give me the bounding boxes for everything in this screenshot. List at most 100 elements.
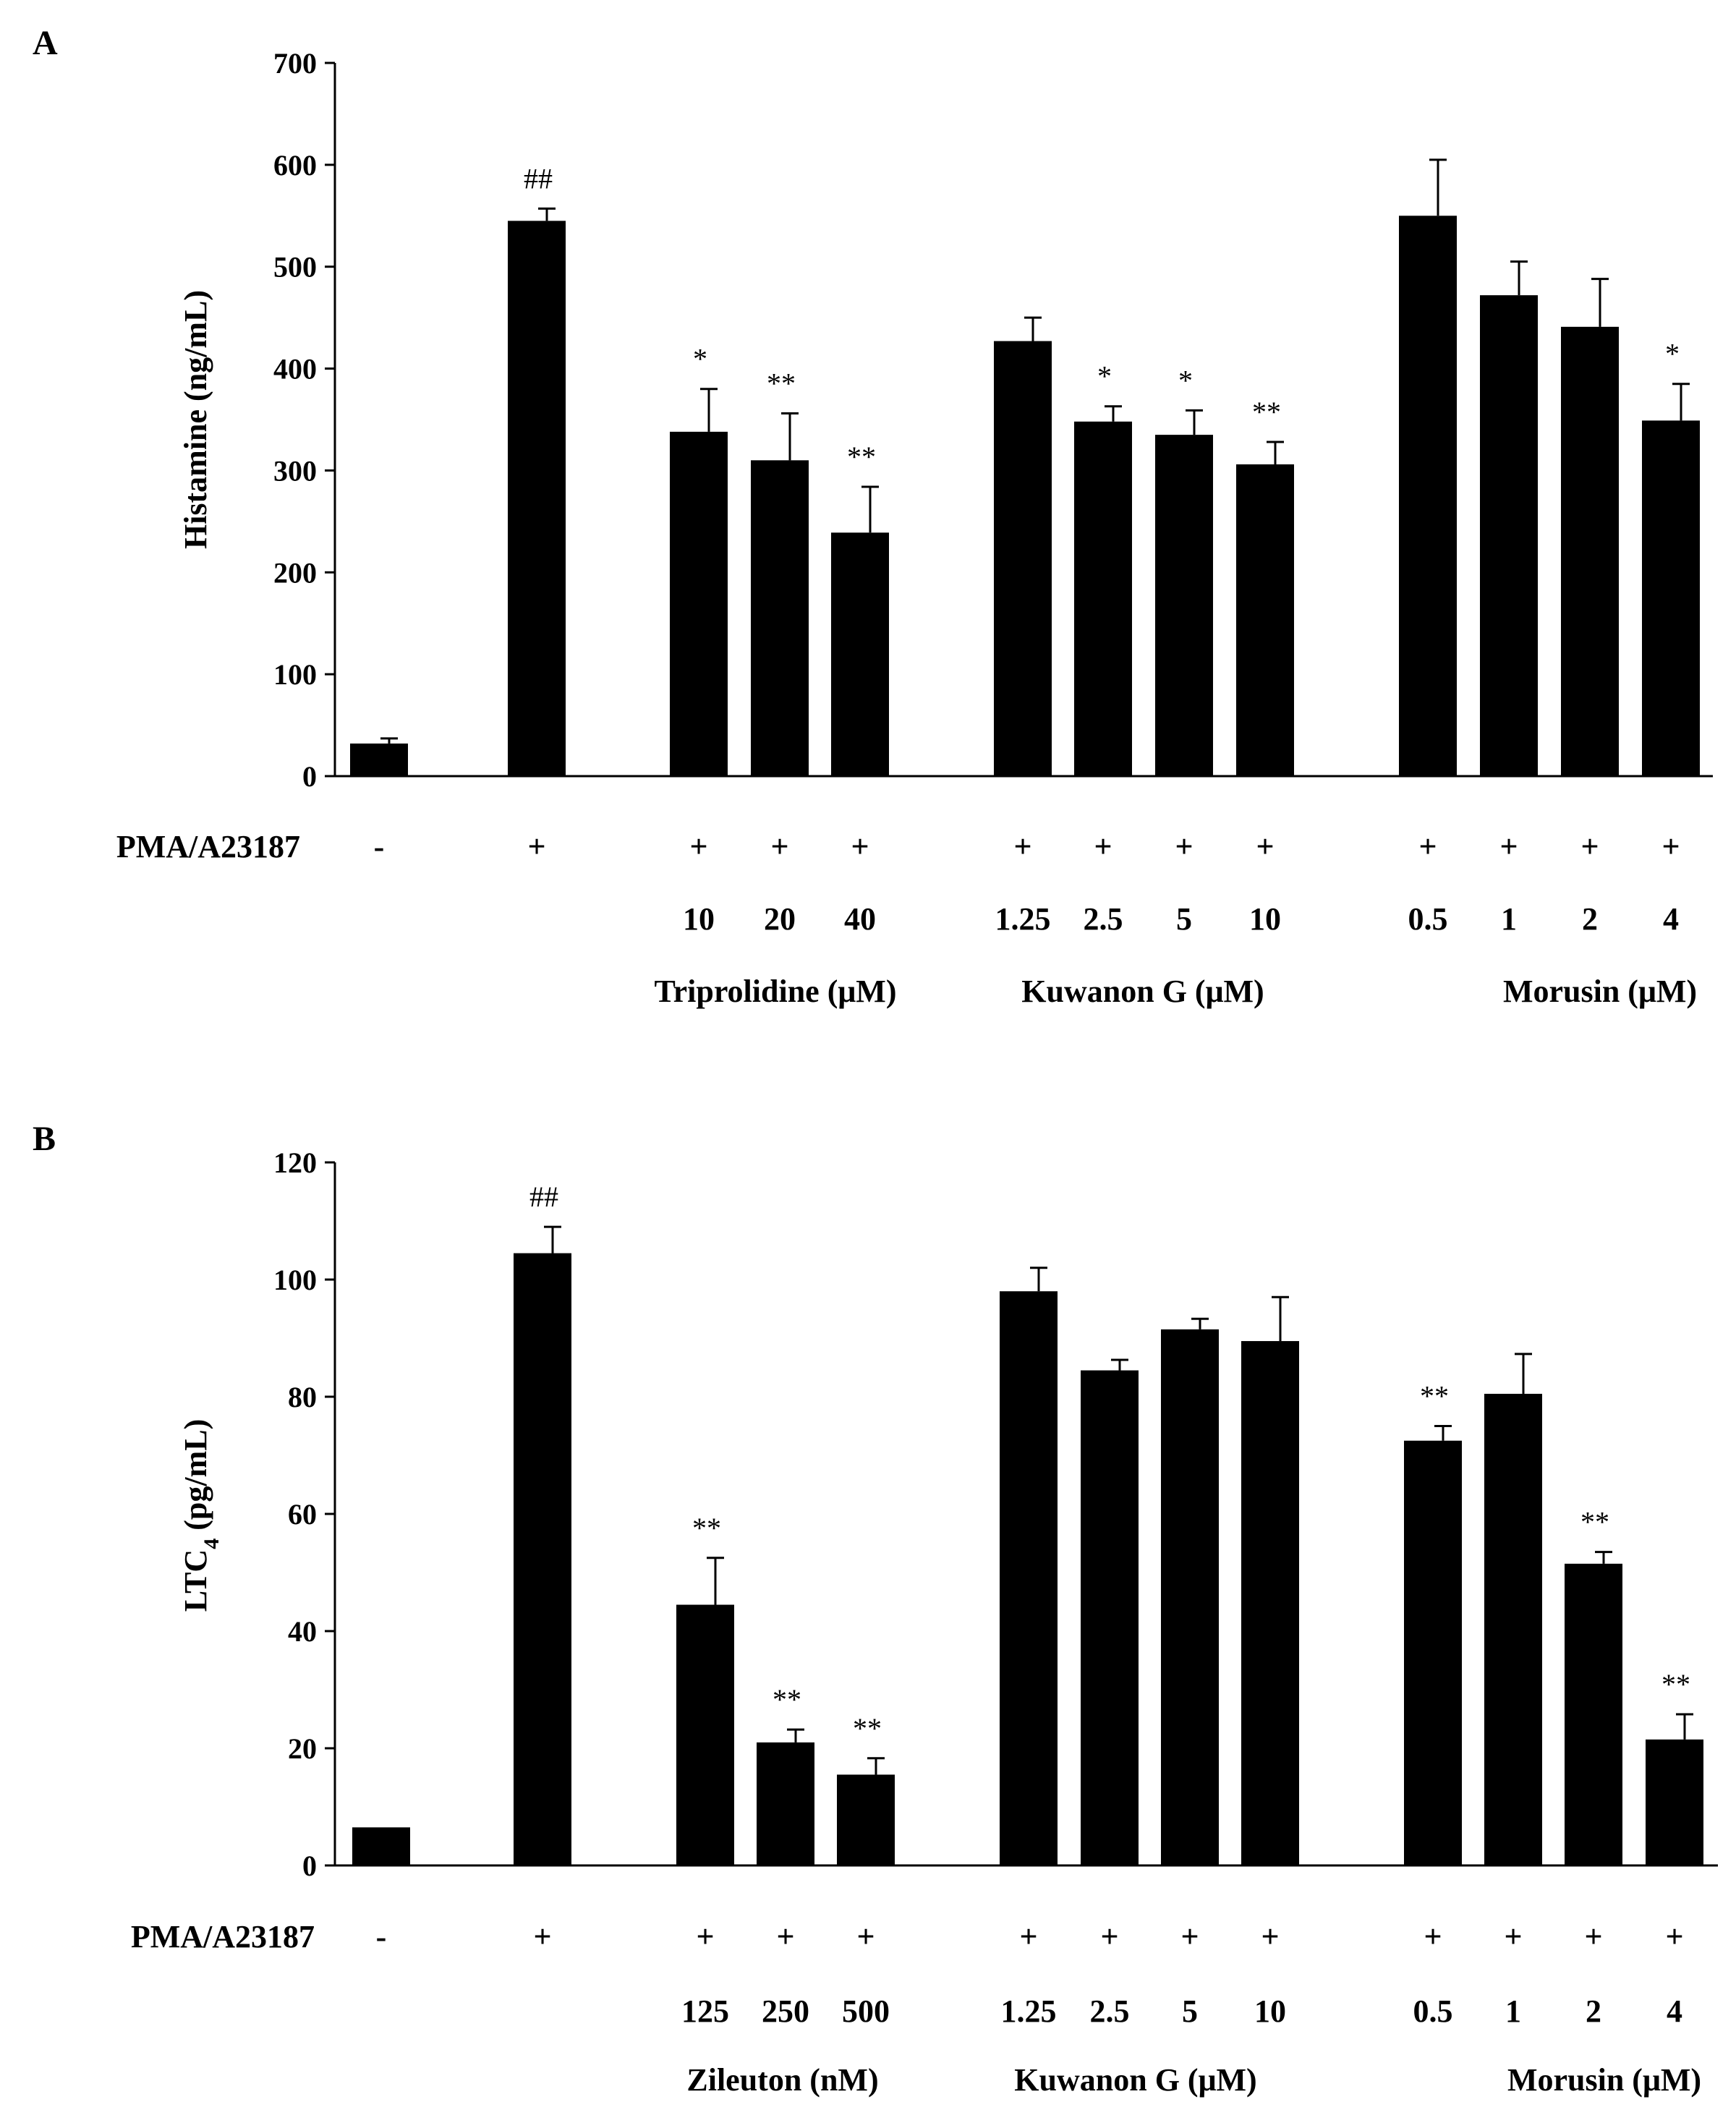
- bar: [1565, 1563, 1622, 1865]
- dose-label: 1: [1501, 901, 1517, 937]
- bar: [1480, 295, 1538, 776]
- dose-label: 1.25: [995, 901, 1051, 937]
- dose-label: 125: [681, 1993, 729, 2029]
- pma-indicator: +: [1665, 1919, 1683, 1954]
- significance-mark: **: [1252, 396, 1281, 428]
- pma-indicator: -: [376, 1919, 387, 1954]
- pma-indicator: +: [851, 829, 869, 864]
- y-tick-label: 200: [273, 556, 317, 589]
- pma-indicator: +: [1424, 1919, 1442, 1954]
- y-axis-title: LTC4 (pg/mL): [178, 1419, 224, 1612]
- pma-indicator: +: [1100, 1919, 1118, 1954]
- bar: [508, 221, 566, 776]
- bar: [1081, 1370, 1139, 1865]
- dose-label: 4: [1667, 1993, 1682, 2029]
- pma-indicator: +: [1175, 829, 1193, 864]
- dose-label: 250: [762, 1993, 809, 2029]
- y-axis-title: Histamine (ng/mL): [178, 290, 213, 549]
- dose-label: 5: [1176, 901, 1192, 937]
- bar: [514, 1253, 571, 1865]
- dose-label: 10: [1254, 1993, 1286, 2029]
- bar: [1399, 216, 1457, 776]
- treatment-group-label: Kuwanon G (μM): [1021, 974, 1264, 1009]
- bar: [831, 532, 889, 776]
- y-tick-label: 100: [273, 658, 317, 691]
- pma-indicator: +: [1180, 1919, 1199, 1954]
- dose-label: 20: [764, 901, 796, 937]
- bar: [837, 1774, 895, 1865]
- dose-label: 2.5: [1084, 901, 1123, 937]
- bar: [1404, 1440, 1462, 1865]
- significance-mark: ##: [524, 162, 553, 195]
- bar: [751, 460, 809, 776]
- significance-mark: **: [773, 1683, 801, 1716]
- y-tick-label: 700: [273, 47, 317, 80]
- dose-label: 2: [1586, 1993, 1601, 2029]
- bar: [1000, 1291, 1058, 1865]
- bar: [1241, 1341, 1299, 1865]
- bar: [1236, 464, 1294, 776]
- y-tick-label: 400: [273, 353, 317, 386]
- dose-label: 500: [842, 1993, 890, 2029]
- pma-indicator: +: [1094, 829, 1112, 864]
- pma-row-label: PMA/A23187: [131, 1919, 315, 1954]
- y-tick-label: 60: [288, 1498, 317, 1531]
- bar: [994, 341, 1052, 776]
- pma-indicator: +: [1504, 1919, 1522, 1954]
- pma-indicator: +: [1418, 829, 1437, 864]
- significance-mark: **: [1661, 1668, 1690, 1701]
- pma-indicator: +: [527, 829, 545, 864]
- panel-a: A 0 100 200 300 400 500 600 700 Histamine (ng/mL)…: [33, 24, 1713, 1009]
- significance-mark: **: [847, 441, 876, 473]
- pma-indicator: +: [1584, 1919, 1602, 1954]
- pma-indicator: +: [696, 1919, 714, 1954]
- bar: [1161, 1329, 1219, 1865]
- panel-letter: B: [33, 1120, 56, 1158]
- pma-indicator: +: [689, 829, 707, 864]
- y-tick-label: 80: [288, 1381, 317, 1413]
- treatment-group-label: Zileuton (nM): [686, 2062, 878, 2098]
- pma-row-label: PMA/A23187: [116, 829, 300, 864]
- dose-label: 1: [1505, 1993, 1521, 2029]
- dose-label: 5: [1182, 1993, 1198, 2029]
- treatment-group-label: Morusin (μM): [1503, 974, 1697, 1009]
- pma-indicator: +: [1013, 829, 1031, 864]
- treatment-group-label: Morusin (μM): [1507, 2062, 1701, 2098]
- bar: [1642, 420, 1700, 776]
- dose-label: 40: [844, 901, 876, 937]
- significance-mark: **: [853, 1712, 882, 1745]
- y-tick-label: 40: [288, 1615, 317, 1648]
- bar: [676, 1604, 734, 1865]
- y-tick-label: 120: [273, 1146, 317, 1179]
- pma-indicator: +: [1661, 829, 1680, 864]
- y-axis-title-subscript: 4: [200, 1539, 224, 1549]
- significance-mark: ##: [529, 1180, 558, 1213]
- pma-indicator: +: [856, 1919, 875, 1954]
- y-tick-label: 500: [273, 251, 317, 284]
- pma-indicator: +: [1499, 829, 1518, 864]
- significance-mark: **: [1580, 1506, 1609, 1539]
- pma-indicator: +: [1019, 1919, 1037, 1954]
- bar: [350, 743, 408, 776]
- y-axis-title-unit: (pg/mL): [178, 1419, 213, 1539]
- bar: [1155, 435, 1213, 776]
- bar: [1484, 1393, 1542, 1865]
- y-tick-label: 0: [302, 760, 317, 793]
- bar: [757, 1742, 814, 1865]
- significance-mark: **: [1420, 1380, 1449, 1413]
- pma-indicator: +: [1580, 829, 1599, 864]
- dose-label: 0.5: [1408, 901, 1448, 937]
- bar: [670, 431, 728, 776]
- pma-indicator: +: [770, 829, 788, 864]
- significance-mark: *: [693, 343, 707, 375]
- pma-indicator: +: [1261, 1919, 1279, 1954]
- dose-label: 4: [1663, 901, 1679, 937]
- dose-label: 2: [1582, 901, 1598, 937]
- treatment-group-label: Kuwanon G (μM): [1014, 2062, 1256, 2098]
- bar: [352, 1827, 410, 1865]
- y-axis-title-main: LTC: [178, 1549, 213, 1612]
- bar: [1561, 326, 1619, 776]
- dose-label: 0.5: [1413, 1993, 1453, 2029]
